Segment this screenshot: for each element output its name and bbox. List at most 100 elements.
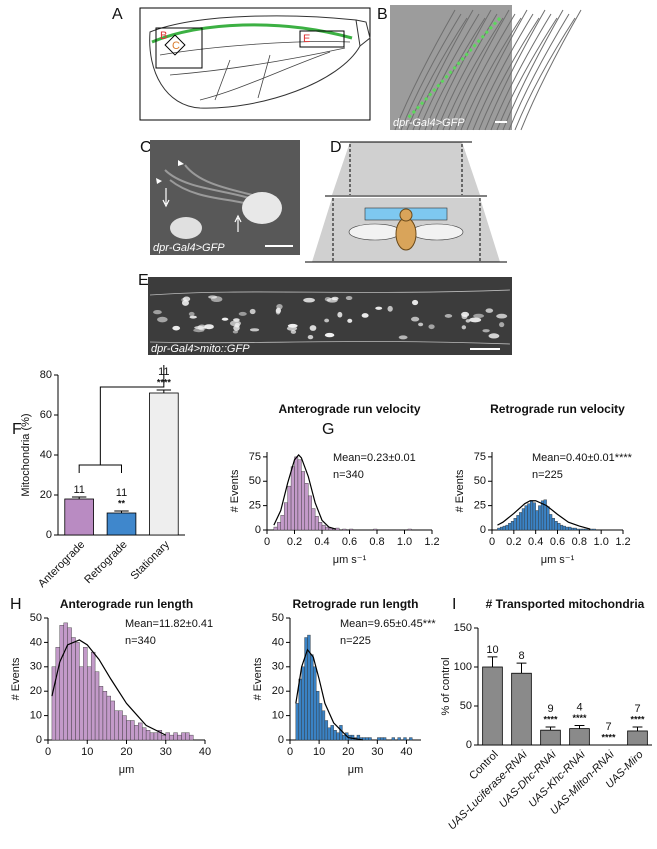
histogram-bar: [304, 483, 309, 531]
significance-bracket: [99, 365, 165, 465]
histogram-bar: [397, 737, 401, 741]
x-tick-label: 10: [81, 746, 93, 758]
histogram-bar: [535, 510, 539, 531]
y-tick-label: 150: [454, 622, 472, 634]
mitochondrion: [485, 308, 494, 313]
x-tick-label: 0: [45, 746, 51, 758]
mitochondrion: [249, 308, 256, 315]
error-bar: [516, 662, 527, 674]
histogram-bar: [557, 522, 561, 531]
histogram-bar: [51, 666, 57, 741]
mitochondrion: [233, 325, 240, 331]
image-caption: dpr-Gal4>GFP: [153, 242, 225, 254]
bar: [569, 728, 590, 746]
histogram-bar: [336, 732, 340, 741]
fly-body: [395, 217, 417, 251]
x-tick-label: 40: [400, 746, 412, 758]
histogram-bar: [560, 524, 564, 531]
histogram-bar: [98, 686, 104, 741]
histogram-bar: [576, 528, 580, 531]
x-tick-label: 0.6: [550, 536, 565, 548]
fit-curve: [497, 500, 591, 530]
annotation: Mean=0.40±0.01****: [532, 452, 633, 464]
hair: [478, 17, 540, 131]
fit-curve: [273, 454, 336, 530]
x-tick-label: 30: [160, 746, 172, 758]
mitochondrion: [238, 311, 247, 316]
x-tick-label: 0.2: [287, 536, 302, 548]
hair: [442, 17, 504, 131]
annotation: n=225: [340, 635, 371, 647]
histogram-bar: [122, 715, 127, 741]
mitochondrion: [303, 297, 315, 303]
n-label: 11: [73, 484, 84, 496]
y-tick-label: 0: [480, 524, 486, 536]
y-tick-label: 50: [249, 475, 261, 487]
hair: [400, 13, 462, 131]
inset-label: B: [160, 30, 167, 42]
mitochondrion: [398, 335, 408, 340]
histogram-bar: [362, 737, 366, 741]
error-bar: [487, 656, 498, 667]
hair: [520, 9, 582, 131]
inset-label: E: [303, 33, 310, 45]
error-bar: [71, 496, 87, 499]
x-tick-label: 0: [287, 746, 293, 758]
histogram-bar: [308, 495, 312, 531]
bar: [627, 730, 648, 746]
histogram-bar: [298, 678, 302, 741]
histogram-bar: [318, 703, 323, 741]
hair: [430, 9, 492, 131]
histogram-bar: [316, 691, 320, 741]
hair: [490, 13, 552, 131]
cell-body: [242, 192, 282, 224]
histogram-bar: [181, 732, 186, 741]
histogram-bar: [273, 526, 278, 531]
y-tick-label: 30: [272, 661, 284, 673]
hair: [454, 13, 516, 131]
cell-body: [170, 217, 202, 239]
wing-hinge: [355, 19, 371, 47]
bar: [64, 498, 94, 536]
histogram-bar: [297, 459, 302, 531]
x-axis-label: μm: [119, 764, 135, 776]
bar: [540, 729, 561, 746]
bar: [106, 512, 137, 536]
y-tick-label: 50: [272, 612, 284, 624]
histogram-bar: [145, 730, 151, 741]
y-tick-label: 20: [272, 685, 284, 697]
histogram-bar: [130, 720, 135, 741]
y-tick-label: 0: [36, 734, 42, 746]
histogram-bar: [565, 526, 569, 531]
histogram-bar: [110, 700, 115, 741]
n-label: 7: [634, 703, 640, 715]
histogram-bar: [349, 528, 354, 531]
mitochondrion: [331, 296, 339, 301]
histogram-bar: [570, 527, 575, 531]
chart-title: # Transported mitochondria: [486, 597, 645, 611]
x-tick-label: 1.0: [594, 536, 609, 548]
histogram-bar: [333, 730, 337, 741]
error-bar: [114, 510, 129, 513]
histogram-bar: [519, 512, 523, 531]
histogram-bar: [516, 515, 520, 531]
histogram-bar: [590, 528, 594, 531]
panel-letter: H: [10, 596, 22, 613]
histogram-bar: [63, 622, 68, 741]
histogram-bar: [169, 734, 174, 741]
axon-outline: [149, 289, 511, 345]
y-tick-label: 0: [255, 524, 261, 536]
mitochondrion: [444, 314, 453, 318]
panel-letter: D: [330, 139, 342, 156]
histogram-bar: [177, 734, 182, 741]
histogram-bar: [513, 518, 517, 531]
hair: [412, 9, 474, 131]
n-label: 7: [605, 721, 611, 733]
mitochondrion: [204, 324, 214, 330]
mitochondrion: [411, 316, 420, 322]
guide-line: [332, 144, 481, 262]
histogram-bar: [295, 703, 299, 741]
histogram-bar: [138, 722, 143, 741]
histogram-bar: [294, 456, 299, 531]
y-axis-label: Mitochondria (%): [20, 413, 32, 496]
